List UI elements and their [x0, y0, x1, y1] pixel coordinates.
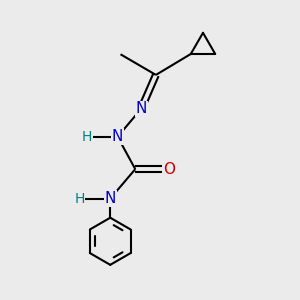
- Text: N: N: [112, 129, 123, 144]
- Text: H: H: [74, 192, 85, 206]
- Text: N: N: [105, 191, 116, 206]
- Text: H: H: [82, 130, 92, 144]
- Text: N: N: [136, 101, 147, 116]
- Text: O: O: [163, 162, 175, 177]
